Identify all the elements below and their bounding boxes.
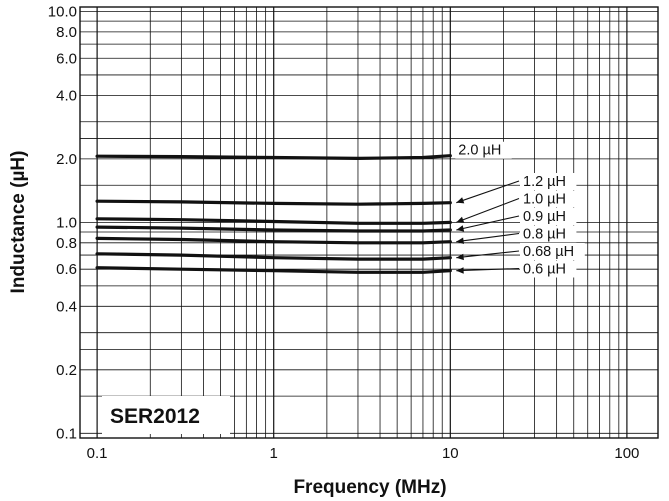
series-labels: 2.0 µH 1.2 µH 1.0 µH0.9 µH 0.8 µH0.68 µH 0.6… bbox=[455, 141, 585, 278]
series-label-background bbox=[520, 260, 577, 278]
series-label-background bbox=[455, 141, 512, 159]
x-tick-label: 10 bbox=[442, 445, 459, 462]
series-label: 2.0 µH bbox=[458, 143, 501, 159]
series-line bbox=[95, 154, 452, 160]
series-line bbox=[95, 236, 452, 245]
series-line bbox=[95, 266, 452, 274]
series-arrowhead bbox=[456, 225, 465, 232]
y-tick-label: 10.0 bbox=[48, 3, 77, 20]
series-leader-line bbox=[456, 267, 520, 272]
series-arrowhead bbox=[456, 216, 465, 223]
series-label-background bbox=[520, 225, 577, 243]
series-line bbox=[95, 252, 452, 261]
series-label-background bbox=[520, 190, 577, 208]
series-arrowhead bbox=[456, 197, 465, 204]
x-axis-title: Frequency (MHz) bbox=[293, 477, 446, 498]
series-leader-line bbox=[456, 180, 520, 204]
y-tick-label: 1.0 bbox=[56, 214, 77, 231]
series-leader-line bbox=[456, 215, 520, 231]
series-arrowhead bbox=[456, 267, 464, 274]
series-label: 0.6 µH bbox=[523, 262, 566, 278]
y-tick-label: 6.0 bbox=[56, 50, 77, 67]
x-tick-label: 1 bbox=[270, 445, 278, 462]
inset-label: SER2012 bbox=[110, 405, 200, 428]
y-tick-label: 0.1 bbox=[56, 425, 77, 442]
y-axis-title: Inductance (µH) bbox=[8, 151, 29, 294]
series-lines bbox=[95, 154, 452, 274]
x-tick-labels: 0.1 1 10 100 bbox=[87, 445, 640, 462]
series-label: 1.2 µH bbox=[523, 174, 566, 190]
series-leader-line bbox=[456, 232, 520, 243]
series-label: 0.8 µH bbox=[523, 227, 566, 243]
series-label: 0.9 µH bbox=[523, 209, 566, 225]
series-leader-line bbox=[456, 250, 520, 259]
y-tick-label: 0.8 bbox=[56, 235, 77, 252]
series-label: 0.68 µH bbox=[523, 244, 574, 260]
y-tick-labels: 0.1 0.2 0.4 0.6 0.8 1.0 2.0 4.0 6.0 8.0 10.0 bbox=[48, 3, 77, 442]
y-tick-label: 0.2 bbox=[56, 362, 77, 379]
series-label-background bbox=[520, 243, 585, 260]
x-tick-label: 0.1 bbox=[87, 445, 108, 462]
series-arrowhead bbox=[456, 253, 464, 261]
series-arrowhead bbox=[456, 237, 464, 244]
series-line bbox=[95, 199, 452, 206]
series-label-background bbox=[520, 208, 577, 225]
series-label-background bbox=[520, 173, 577, 190]
series-line bbox=[95, 225, 452, 233]
plot-frame bbox=[79, 6, 659, 439]
y-tick-label: 4.0 bbox=[56, 87, 77, 104]
inset-label-background bbox=[102, 396, 230, 434]
series-label: 1.0 µH bbox=[523, 192, 566, 208]
series-line bbox=[95, 217, 452, 225]
y-tick-label: 8.0 bbox=[56, 24, 77, 41]
series-leader-line bbox=[456, 197, 520, 223]
x-tick-label: 100 bbox=[614, 445, 639, 462]
y-tick-label: 0.4 bbox=[56, 298, 77, 315]
y-tick-label: 0.6 bbox=[56, 261, 77, 278]
y-tick-label: 2.0 bbox=[56, 151, 77, 168]
